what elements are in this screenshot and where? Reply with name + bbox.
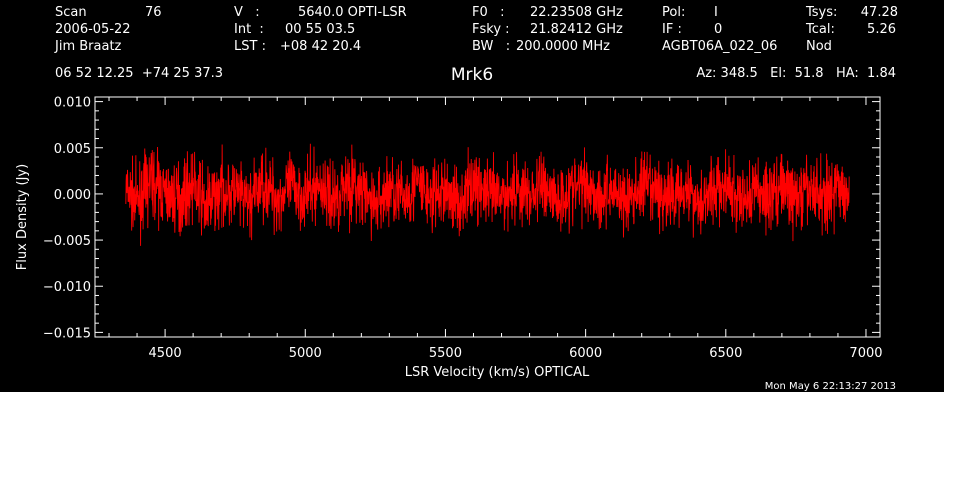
axis-ticks [95,97,880,337]
y-tick-labels: 0.010 0.005 0.000 −0.005 −0.010 −0.015 [43,96,91,342]
x-tick-label: 5000 [289,346,322,361]
x-tick-labels: 4500 5000 5500 6000 6500 7000 [149,346,883,361]
tcal-label: Tcal: [806,22,835,37]
footer-timestamp: Mon May 6 22:13:27 2013 [765,381,896,392]
int-value: 00 55 03.5 [285,22,356,37]
y-tick-label: −0.015 [43,326,91,341]
if-label: IF : [662,22,682,37]
y-tick-label: 0.010 [54,96,91,111]
az-el-ha: Az: 348.5 El: 51.8 HA: 1.84 [696,66,896,81]
spectrum-chart: Mrk6 4500 5000 5500 6000 6500 7000 0.010 0.005… [15,65,896,392]
int-label: Int : [234,22,264,37]
x-tick-label: 6500 [709,346,742,361]
plot-frame [94,96,881,338]
tsys-label: Tsys: [806,5,838,20]
fsky-label: Fsky : [472,22,510,37]
y-axis-label: Flux Density (Jy) [15,164,30,270]
y-tick-label: 0.000 [54,188,91,203]
obs-mode: Nod [806,39,832,54]
fsky-value: 21.82412 GHz [530,22,623,37]
obs-date: 2006-05-22 [55,22,131,37]
pol-value: I [714,5,718,20]
velocity-value: 5640.0 OPTI-LSR [298,5,407,20]
plot-panel: Scan 76 2006-05-22 Jim Braatz V : 5640.0… [0,0,944,392]
lst-label: LST : [234,39,266,54]
spectrum-line [125,143,850,246]
f0-label: F0 : [472,5,505,20]
velocity-label: V : [234,5,260,20]
if-value: 0 [714,22,723,37]
f0-value: 22.23508 GHz [530,5,623,20]
y-tick-label: 0.005 [54,142,91,157]
y-tick-label: −0.010 [43,280,91,295]
x-tick-label: 4500 [149,346,182,361]
bw-label: BW : [472,39,511,54]
pol-label: Pol: [662,5,686,20]
lst-value: +08 42 20.4 [280,39,362,54]
chart-title: Mrk6 [451,65,493,85]
x-tick-label: 7000 [849,346,882,361]
scan-label: Scan [55,5,87,20]
bw-value: 200.0000 MHz [516,39,610,54]
spectrum-trace [125,143,850,246]
x-axis-label: LSR Velocity (km/s) OPTICAL [405,365,590,380]
source-coords: 06 52 12.25 +74 25 37.3 [55,66,224,81]
tcal-value: 5.26 [867,22,896,37]
x-tick-label: 6000 [569,346,602,361]
scan-value: 76 [145,5,162,20]
project-id: AGBT06A_022_06 [662,39,778,54]
x-tick-label: 5500 [429,346,462,361]
tsys-value: 47.28 [860,5,898,20]
y-tick-label: −0.005 [43,234,91,249]
observer-name: Jim Braatz [55,39,122,54]
